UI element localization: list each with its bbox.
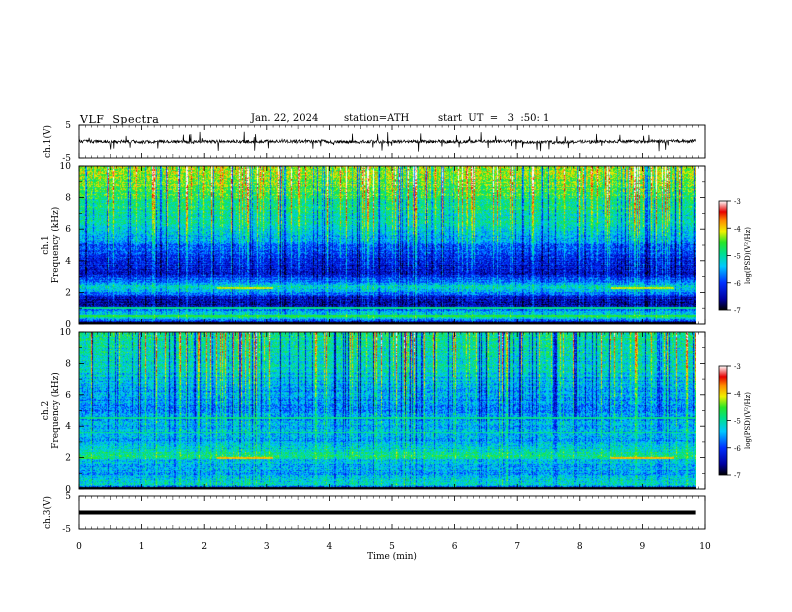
colorbar-tick-label: -5 [734,418,741,426]
start-time-label: start UT = 3 :50: 1 [438,113,550,124]
y-tick-label: 10 [60,162,72,172]
x-tick-label: 1 [139,542,145,552]
y-tick-label: 5 [65,121,71,131]
y-tick-label: 2 [65,288,71,298]
y-tick-label: 10 [60,328,72,338]
y-tick-label: -5 [62,525,71,535]
x-tick-label: 8 [577,542,583,552]
colorbar-tick-label: -6 [734,445,741,453]
colorbar-tick-label: -7 [734,307,741,315]
x-tick-label: 2 [201,542,207,552]
colorbar-tick-label: -4 [734,390,741,398]
colorbar-tick-label: -3 [734,363,741,371]
x-tick-label: 6 [452,542,458,552]
panel-frame-1 [78,124,706,159]
date-label: Jan. 22, 2024 [251,113,319,124]
y-tick-label: -5 [62,154,71,164]
y-tick-label: 6 [65,391,71,401]
y-tick-label: 0 [65,320,71,330]
y-tick-label: 6 [65,225,71,235]
colorbar-tick-label: -7 [734,472,741,480]
channel-label: ch.1 [41,235,51,254]
colorbar-tick-label: -3 [734,198,741,206]
colorbar-label: log(PSD)(V²/Hz) [744,227,752,284]
x-tick-label: 4 [327,542,333,552]
colorbar-tick-label: -5 [734,253,741,261]
figure-title: VLF Spectra [80,113,160,126]
colorbar [718,365,728,476]
y-axis-label: ch.1(V) [42,125,53,158]
panel-frame-2 [78,165,706,325]
x-tick-label: 5 [389,542,395,552]
colorbar-tick-label: -4 [734,225,741,233]
station-label: station=ATH [344,113,410,124]
panel-frame-3 [78,331,706,490]
y-tick-label: 8 [65,194,71,204]
x-tick-label: 9 [640,542,646,552]
colorbar [718,200,728,311]
y-axis-label: ch.3(V) [42,496,53,529]
colorbar-tick-label: -6 [734,280,741,288]
y-tick-label: 4 [65,257,71,267]
colorbar-label: log(PSD)(V²/Hz) [744,392,752,449]
spectrogram-image-ch1 [79,166,696,324]
x-tick-label: 7 [514,542,520,552]
y-axis-label: Frequency (kHz) [50,372,61,449]
y-tick-label: 0 [65,485,71,495]
x-tick-label: 3 [264,542,270,552]
ch1-waveform-line [78,131,696,152]
spectrogram-image-ch2 [79,332,696,489]
y-tick-label: 4 [65,422,71,432]
y-axis-label: Frequency (kHz) [50,207,61,284]
x-axis-label: Time (min) [367,551,417,562]
y-tick-label: 8 [65,359,71,369]
channel-label: ch.2 [41,401,51,420]
y-tick-label: 2 [65,454,71,464]
x-tick-label: 0 [76,542,82,552]
panel-frame-4 [78,495,706,530]
x-tick-label: 10 [699,542,711,552]
y-tick-label: 5 [65,492,71,502]
